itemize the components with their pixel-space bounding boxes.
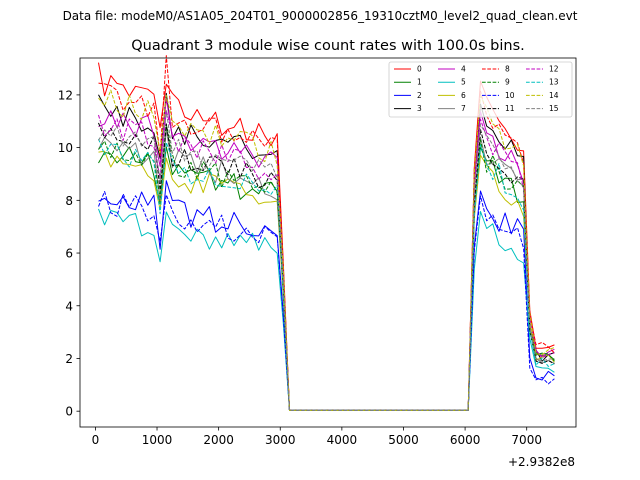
y-tick-label: 4 xyxy=(65,299,73,313)
y-axis: 0 2 4 6 8 10 12 xyxy=(58,88,80,419)
x-axis: 0 1000 2000 3000 4000 5000 6000 7000 xyxy=(92,427,542,447)
x-tick-label: 3000 xyxy=(265,433,296,447)
plot-frame xyxy=(79,57,577,428)
y-tick-label: 12 xyxy=(58,88,73,102)
x-tick-label: 6000 xyxy=(450,433,481,447)
legend-label-15: 15 xyxy=(549,104,559,113)
legend-label-4: 4 xyxy=(461,65,466,74)
legend-label-12: 12 xyxy=(549,65,559,74)
chart-suptitle: Data file: modeM0/AS1A05_204T01_90000028… xyxy=(63,9,578,23)
legend-label-1: 1 xyxy=(417,78,422,87)
legend-label-0: 0 xyxy=(417,65,422,74)
y-tick-label: 8 xyxy=(65,194,73,208)
y-tick-label: 10 xyxy=(58,141,73,155)
legend-label-5: 5 xyxy=(461,78,466,87)
y-tick-label: 2 xyxy=(65,352,73,366)
legend-label-11: 11 xyxy=(505,104,515,113)
legend-label-7: 7 xyxy=(461,104,466,113)
x-offset-label: +2.9382e8 xyxy=(508,455,575,469)
legend-label-14: 14 xyxy=(549,91,559,100)
x-tick-label: 7000 xyxy=(511,433,542,447)
legend-label-8: 8 xyxy=(505,65,510,74)
legend-label-6: 6 xyxy=(461,91,466,100)
legend-label-10: 10 xyxy=(505,91,515,100)
y-tick-label: 6 xyxy=(65,247,73,261)
x-tick-label: 5000 xyxy=(388,433,419,447)
x-tick-label: 0 xyxy=(92,433,100,447)
y-tick-label: 0 xyxy=(65,405,73,419)
series-line-14 xyxy=(98,89,555,411)
legend-label-3: 3 xyxy=(417,104,422,113)
series-layer xyxy=(98,55,555,411)
legend-label-2: 2 xyxy=(417,91,422,100)
series-line-15 xyxy=(98,110,555,411)
chart-title: Quadrant 3 module wise count rates with … xyxy=(131,38,525,54)
x-tick-label: 1000 xyxy=(142,433,173,447)
x-tick-label: 2000 xyxy=(203,433,234,447)
legend-label-13: 13 xyxy=(549,78,559,87)
x-tick-label: 4000 xyxy=(327,433,358,447)
legend-box xyxy=(388,61,573,118)
legend-label-9: 9 xyxy=(505,78,510,87)
